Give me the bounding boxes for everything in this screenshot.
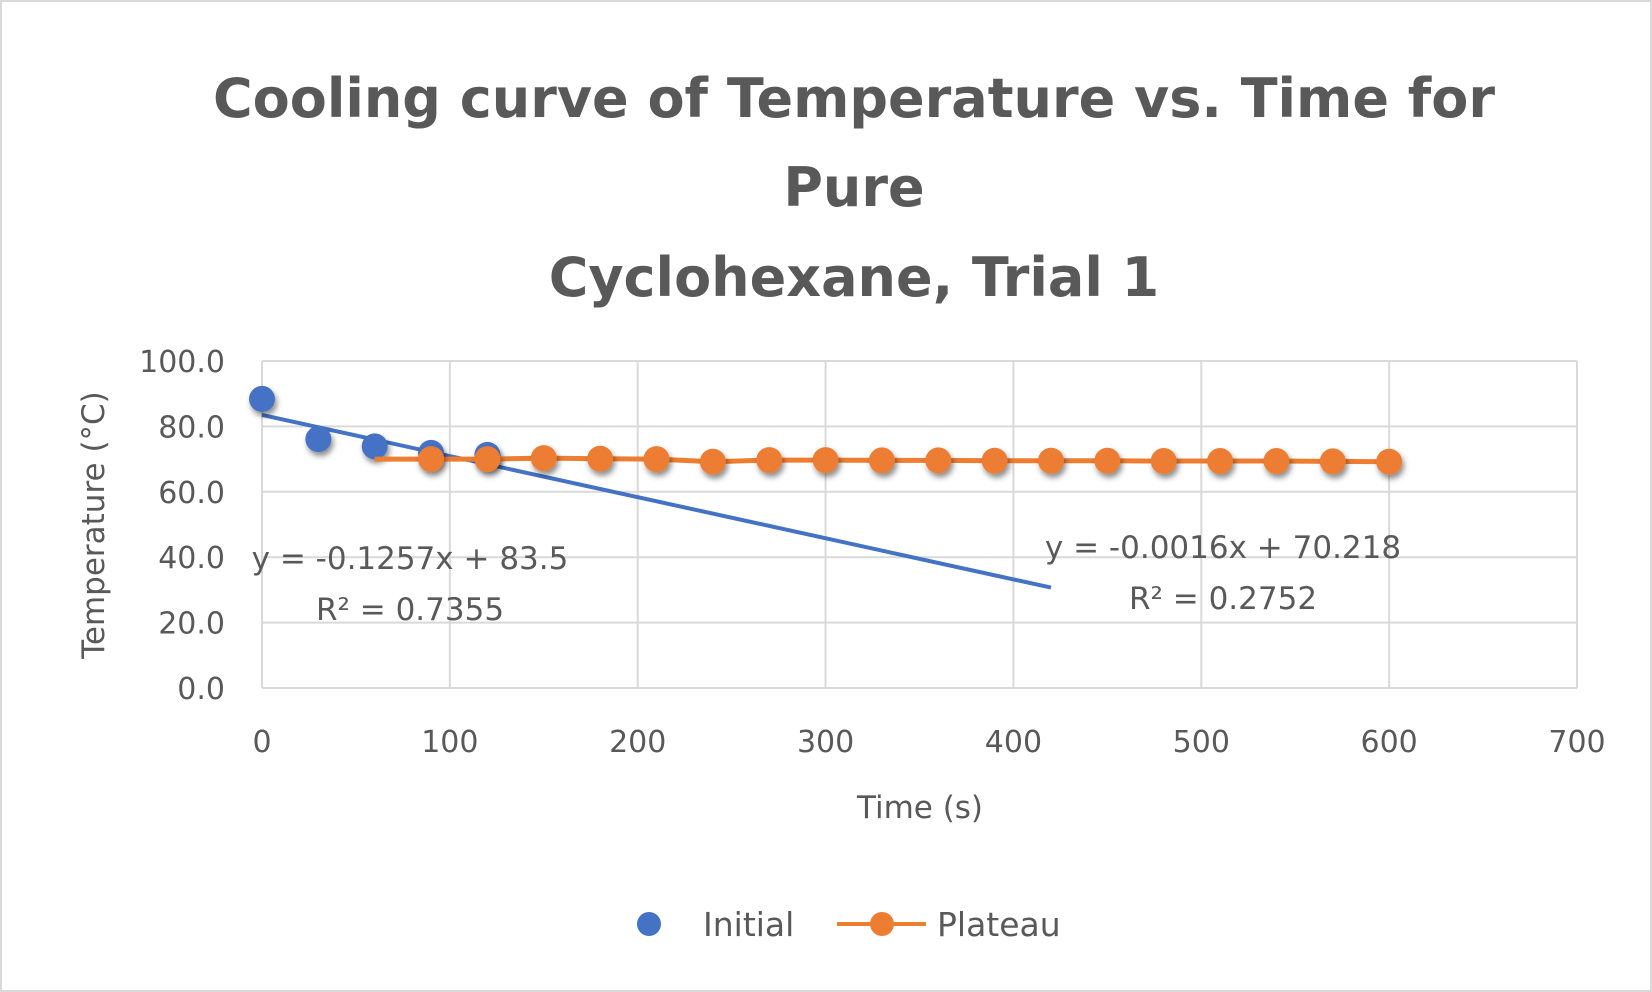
x-tick-label: 700 <box>1548 725 1605 760</box>
plateau-point <box>1263 448 1290 475</box>
plateau-trend-equation: y = -0.0016x + 70.218 <box>1045 530 1401 566</box>
legend-initial-marker <box>637 912 661 936</box>
legend-plateau-marker <box>870 912 894 936</box>
x-tick-label: 400 <box>985 725 1042 760</box>
x-tick-label: 600 <box>1361 725 1418 760</box>
initial-point <box>305 426 332 453</box>
initial-point <box>361 433 388 460</box>
plateau-point <box>530 445 557 472</box>
plateau-point <box>1094 447 1121 474</box>
x-tick-label: 300 <box>797 725 854 760</box>
y-tick-label: 0.0 <box>177 672 225 707</box>
y-tick-label: 80.0 <box>158 410 225 445</box>
grid <box>261 360 1578 689</box>
plateau-point <box>981 447 1008 474</box>
plateau-point <box>643 446 670 473</box>
plateau-point <box>756 447 783 474</box>
plateau-point <box>1150 448 1177 475</box>
plateau-point <box>1038 447 1064 474</box>
y-tick-label: 60.0 <box>158 476 225 511</box>
initial-point <box>249 385 275 412</box>
x-tick-label: 0 <box>252 725 271 760</box>
y-axis-ticks: 0.0 20.0 40.0 60.0 80.0 100.0 <box>139 345 225 707</box>
y-axis-label: Temperature (°C) <box>76 391 112 660</box>
plateau-point <box>474 446 501 473</box>
legend: Initial Plateau <box>637 905 1061 944</box>
plateau-point <box>1207 448 1234 475</box>
x-axis-ticks: 0 100 200 300 400 500 600 700 <box>252 725 1605 760</box>
legend-initial-label: Initial <box>703 905 794 944</box>
plateau-trend-r2: R² = 0.2752 <box>1129 581 1317 617</box>
chart-title-line-1: Cooling curve of Temperature vs. Time fo… <box>213 67 1495 130</box>
y-tick-label: 40.0 <box>158 541 225 576</box>
initial-trend-equation: y = -0.1257x + 83.5 <box>252 541 569 577</box>
plateau-point <box>812 447 839 474</box>
x-tick-label: 200 <box>609 725 666 760</box>
chart-title-line-3: Cyclohexane, Trial 1 <box>549 246 1160 309</box>
series-layer <box>249 385 1403 590</box>
plateau-point <box>925 447 952 474</box>
plateau-point <box>1319 448 1346 475</box>
plateau-point <box>699 448 726 475</box>
plateau-point <box>868 447 895 474</box>
legend-plateau-label: Plateau <box>937 905 1061 944</box>
initial-trendline <box>261 413 1052 590</box>
plateau-point <box>418 446 445 473</box>
plateau-point <box>1376 448 1403 475</box>
chart-title-line-2: Pure <box>783 156 924 219</box>
y-tick-label: 100.0 <box>139 345 225 380</box>
x-axis-label: Time (s) <box>856 790 983 826</box>
initial-trend-r2: R² = 0.7355 <box>316 592 504 628</box>
x-tick-label: 100 <box>421 725 478 760</box>
y-tick-label: 20.0 <box>158 607 225 642</box>
plateau-point <box>587 445 614 472</box>
x-tick-label: 500 <box>1173 725 1230 760</box>
